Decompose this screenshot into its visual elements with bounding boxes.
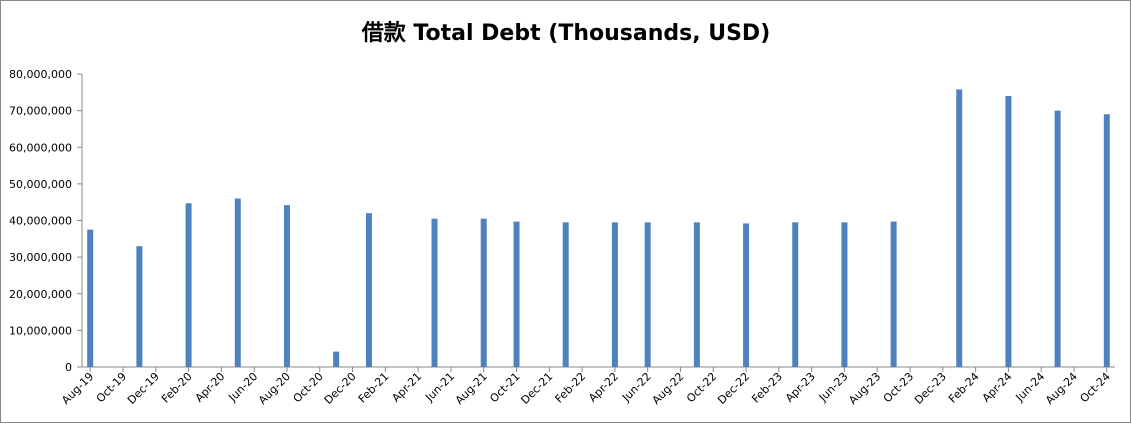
bar (693, 222, 700, 367)
bar (1054, 110, 1061, 367)
y-tick-label: 20,000,000 (9, 288, 72, 301)
bar (890, 221, 897, 367)
bar (365, 213, 372, 367)
y-tick-label: 30,000,000 (9, 251, 72, 264)
bar (513, 221, 520, 367)
y-tick-label: 50,000,000 (9, 178, 72, 191)
y-tick-label: 80,000,000 (9, 68, 72, 81)
y-tick-label: 10,000,000 (9, 324, 72, 337)
bar (562, 222, 569, 367)
bar (136, 246, 143, 367)
bar (87, 229, 94, 367)
chart-title: 借款 Total Debt (Thousands, USD) (361, 20, 771, 46)
bar (841, 222, 848, 367)
bar (234, 198, 241, 367)
bar (956, 89, 963, 367)
bar (480, 218, 487, 367)
y-tick-label: 0 (65, 361, 72, 374)
bar (743, 223, 750, 367)
bar (431, 218, 438, 367)
y-tick-label: 40,000,000 (9, 215, 72, 228)
bar (1103, 114, 1110, 367)
bar (611, 222, 618, 367)
y-tick-label: 60,000,000 (9, 141, 72, 154)
bar (792, 222, 799, 367)
bar (644, 222, 651, 367)
y-tick-label: 70,000,000 (9, 105, 72, 118)
bar (185, 203, 192, 367)
bar (283, 205, 290, 367)
bar (333, 351, 340, 367)
bar (1005, 95, 1012, 367)
